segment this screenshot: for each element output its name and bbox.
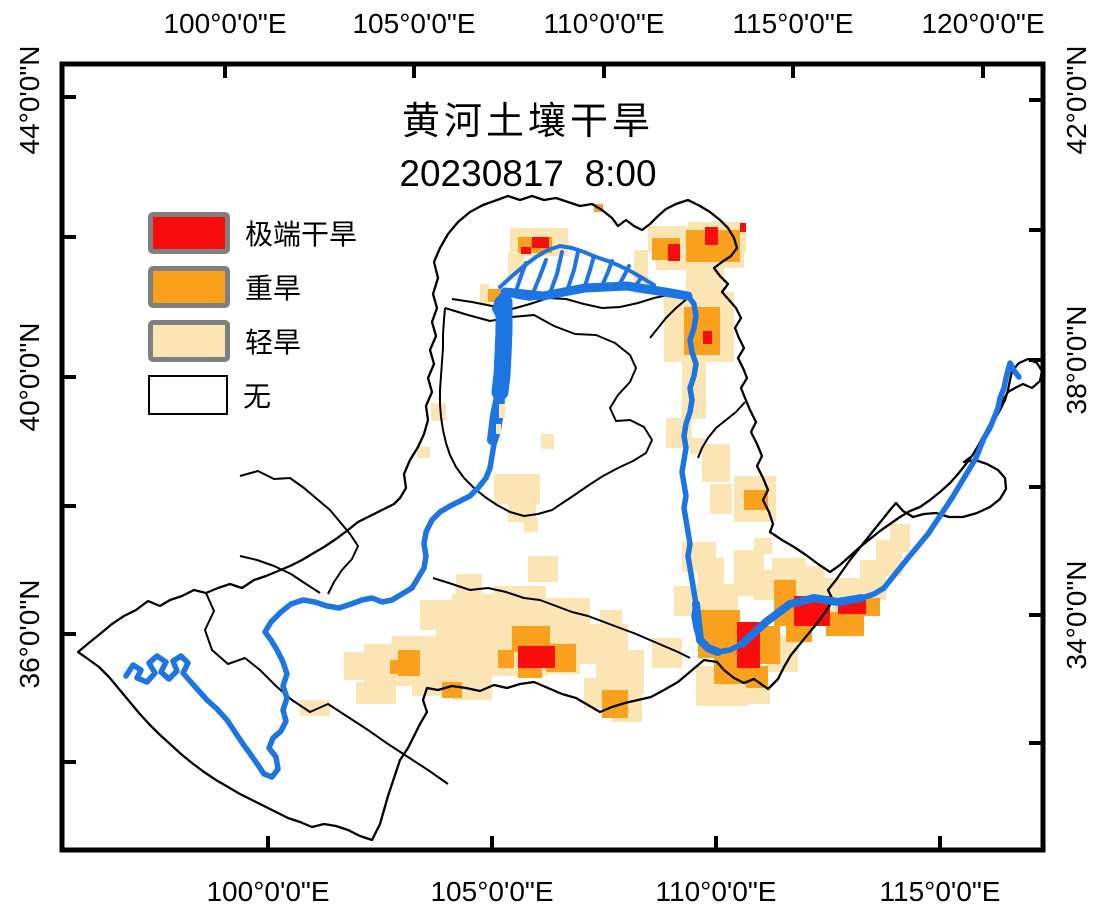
light-drought-cell [541, 434, 554, 449]
severe-drought-cell [744, 490, 768, 510]
extreme-drought-cell [668, 244, 680, 261]
severe-drought-cell [758, 626, 780, 664]
legend: 极端干旱 重旱 轻旱无 [148, 206, 357, 422]
legend-swatch-light [148, 320, 230, 362]
sub-basin-boundary [239, 470, 359, 595]
axis-label-longitude-top: 110°0'0"E [543, 8, 665, 39]
light-drought-cell [702, 444, 730, 482]
axis-label-latitude-right: 34°0'0"N [1061, 560, 1092, 670]
extreme-drought-cell [532, 237, 549, 248]
light-drought-cell [794, 566, 824, 596]
river-braid-channel [548, 250, 564, 295]
axis-label-latitude-left: 36°0'0"N [14, 579, 45, 689]
light-drought-cell [300, 700, 330, 716]
light-drought-cell [600, 610, 622, 654]
river-braid-channel [565, 250, 580, 293]
river-wide-segment [487, 387, 505, 445]
yellow-river-layer [123, 244, 1022, 780]
axis-label-latitude-right: 42°0'0"N [1061, 45, 1092, 155]
legend-swatch-extreme [148, 212, 230, 254]
sub-basin-boundary [239, 555, 321, 594]
basin-outer-boundary [76, 194, 1044, 842]
axis-label-latitude-left: 44°0'0"N [14, 45, 45, 155]
sub-basin-boundary [697, 401, 746, 459]
river-braid-channel [531, 258, 548, 295]
map-datetime: 20230817 8:00 [399, 153, 657, 194]
legend-label: 极端干旱 [245, 218, 358, 251]
light-drought-cell [524, 518, 538, 532]
legend-label: 重旱 [245, 272, 302, 305]
axis-label-latitude-right: 38°0'0"N [1061, 305, 1092, 415]
axis-label-longitude-top: 100°0'0"E [163, 8, 287, 39]
river-braid-channel [582, 254, 596, 291]
legend-label: 无 [243, 380, 272, 413]
light-drought-cell [417, 447, 430, 458]
legend-item: 重旱 [148, 260, 357, 314]
light-drought-cell [890, 524, 910, 552]
light-drought-cell [494, 474, 540, 504]
legend-label: 轻旱 [245, 326, 302, 359]
light-drought-cell [528, 556, 558, 582]
axis-label-longitude-top: 120°0'0"E [921, 8, 1045, 39]
light-drought-cell [710, 484, 732, 514]
light-drought-cell [480, 284, 489, 304]
axis-label-longitude-top: 105°0'0"E [352, 8, 476, 39]
sub-basin-boundary [439, 307, 653, 517]
severe-drought-cell [746, 666, 768, 688]
extreme-drought-cell [705, 227, 718, 245]
extreme-drought-cell [703, 331, 712, 344]
legend-item: 无 [148, 368, 357, 422]
legend-swatch-none [148, 375, 228, 415]
title-block: 黄河土壤干旱 20230817 8:00 [178, 90, 878, 195]
severe-drought-cell [390, 660, 404, 674]
axis-label-longitude-bottom: 110°0'0"E [655, 876, 777, 907]
sub-basin-boundary [451, 294, 669, 310]
axis-label-longitude-bottom: 105°0'0"E [430, 876, 554, 907]
river-island [496, 424, 501, 434]
sub-basin-boundary [204, 592, 449, 785]
severe-drought-cell [498, 650, 514, 668]
basin-boundary-layer [76, 194, 1044, 842]
light-drought-cell [356, 682, 396, 704]
light-drought-cell [508, 252, 524, 280]
map-title: 黄河土壤干旱 [401, 99, 654, 143]
severe-drought-cell [442, 682, 462, 698]
river-braid-channel [514, 261, 528, 293]
axis-label-latitude-left: 40°0'0"N [14, 322, 45, 432]
axis-label-longitude-top: 115°0'0"E [732, 8, 854, 39]
map-frame [59, 61, 1046, 853]
extreme-drought-cell [518, 646, 555, 668]
light-drought-cell [754, 538, 772, 554]
light-drought-cell [431, 403, 446, 421]
light-drought-cell [698, 558, 724, 584]
severe-drought-cell [518, 668, 542, 678]
light-drought-cell [744, 686, 770, 704]
light-drought-cell [508, 500, 536, 522]
yellow-river [123, 283, 1022, 780]
legend-swatch-severe [148, 266, 230, 308]
light-drought-cell [456, 574, 482, 596]
legend-item: 极端干旱 [148, 206, 357, 260]
map-frame-layer [59, 61, 1046, 853]
sub-basin-boundary [649, 297, 689, 339]
legend-item: 轻旱 [148, 314, 357, 368]
extreme-drought-cell [521, 247, 531, 254]
axis-label-longitude-bottom: 115°0'0"E [879, 876, 1001, 907]
axis-label-longitude-bottom: 100°0'0"E [206, 876, 330, 907]
severe-drought-cell [826, 612, 864, 636]
river-island [499, 404, 505, 418]
light-drought-cell [420, 600, 454, 630]
sub-basin-boundary [432, 577, 691, 659]
extreme-drought-cell [740, 223, 746, 232]
